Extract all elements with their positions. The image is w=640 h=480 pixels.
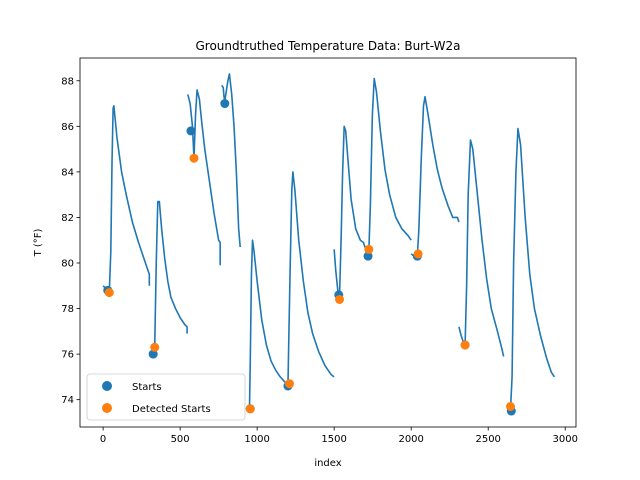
y-axis: 74 76 78 80 82 84 86 88 bbox=[61, 76, 80, 406]
y-tick-label: 86 bbox=[61, 122, 74, 133]
legend-box bbox=[86, 373, 246, 421]
start-point bbox=[363, 251, 373, 261]
y-tick-label: 82 bbox=[61, 213, 74, 224]
x-axis: 0 500 1000 1500 2000 2500 3000 bbox=[100, 427, 578, 445]
detected-start-point bbox=[506, 402, 516, 411]
x-tick-label: 3000 bbox=[552, 434, 577, 445]
y-tick-label: 76 bbox=[61, 350, 74, 361]
x-tick-label: 2500 bbox=[475, 434, 500, 445]
detected-start-point bbox=[245, 404, 255, 414]
x-axis-label: index bbox=[314, 458, 341, 469]
x-tick-label: 0 bbox=[100, 434, 106, 445]
detected-start-point bbox=[150, 342, 160, 352]
detected-start-point bbox=[104, 288, 114, 298]
legend-label-detected-starts: Detected Starts bbox=[132, 404, 211, 415]
legend-marker-detected-starts bbox=[102, 403, 112, 413]
detected-start-point bbox=[189, 153, 199, 163]
x-tick-label: 1000 bbox=[244, 434, 269, 445]
y-tick-label: 74 bbox=[61, 395, 74, 406]
temperature-line-segment-4 bbox=[248, 239, 289, 412]
start-point bbox=[220, 99, 230, 109]
detected-start-point bbox=[460, 340, 470, 350]
start-point bbox=[148, 349, 158, 359]
detected-start-point bbox=[335, 294, 345, 304]
temperature-line-segment-3 bbox=[221, 73, 241, 248]
detected-start-point bbox=[284, 379, 294, 389]
legend-marker-starts bbox=[102, 381, 112, 391]
y-tick-label: 84 bbox=[61, 167, 74, 178]
temperature-line-segment-5 bbox=[287, 171, 335, 387]
detected-start-point bbox=[413, 249, 423, 259]
chart-title: Groundtruthed Temperature Data: Burt-W2a bbox=[195, 39, 460, 53]
y-axis-label: T (°F) bbox=[33, 228, 44, 257]
detected-start-point bbox=[364, 244, 374, 254]
plot-area bbox=[102, 73, 556, 416]
legend: Starts Detected Starts bbox=[86, 373, 246, 421]
temperature-line-segment-10 bbox=[507, 127, 556, 410]
y-tick-label: 80 bbox=[61, 259, 74, 270]
temperature-line-segment-7 bbox=[364, 77, 412, 257]
axes-frame bbox=[79, 57, 577, 428]
start-point bbox=[186, 126, 196, 136]
legend-label-starts: Starts bbox=[132, 382, 162, 393]
x-tick-label: 1500 bbox=[321, 434, 346, 445]
y-tick-label: 88 bbox=[61, 76, 74, 87]
temperature-line-segment-0 bbox=[102, 105, 151, 294]
x-tick-label: 500 bbox=[171, 434, 190, 445]
y-tick-label: 78 bbox=[61, 304, 74, 315]
x-tick-label: 2000 bbox=[398, 434, 423, 445]
temperature-line-segment-8 bbox=[410, 95, 460, 257]
